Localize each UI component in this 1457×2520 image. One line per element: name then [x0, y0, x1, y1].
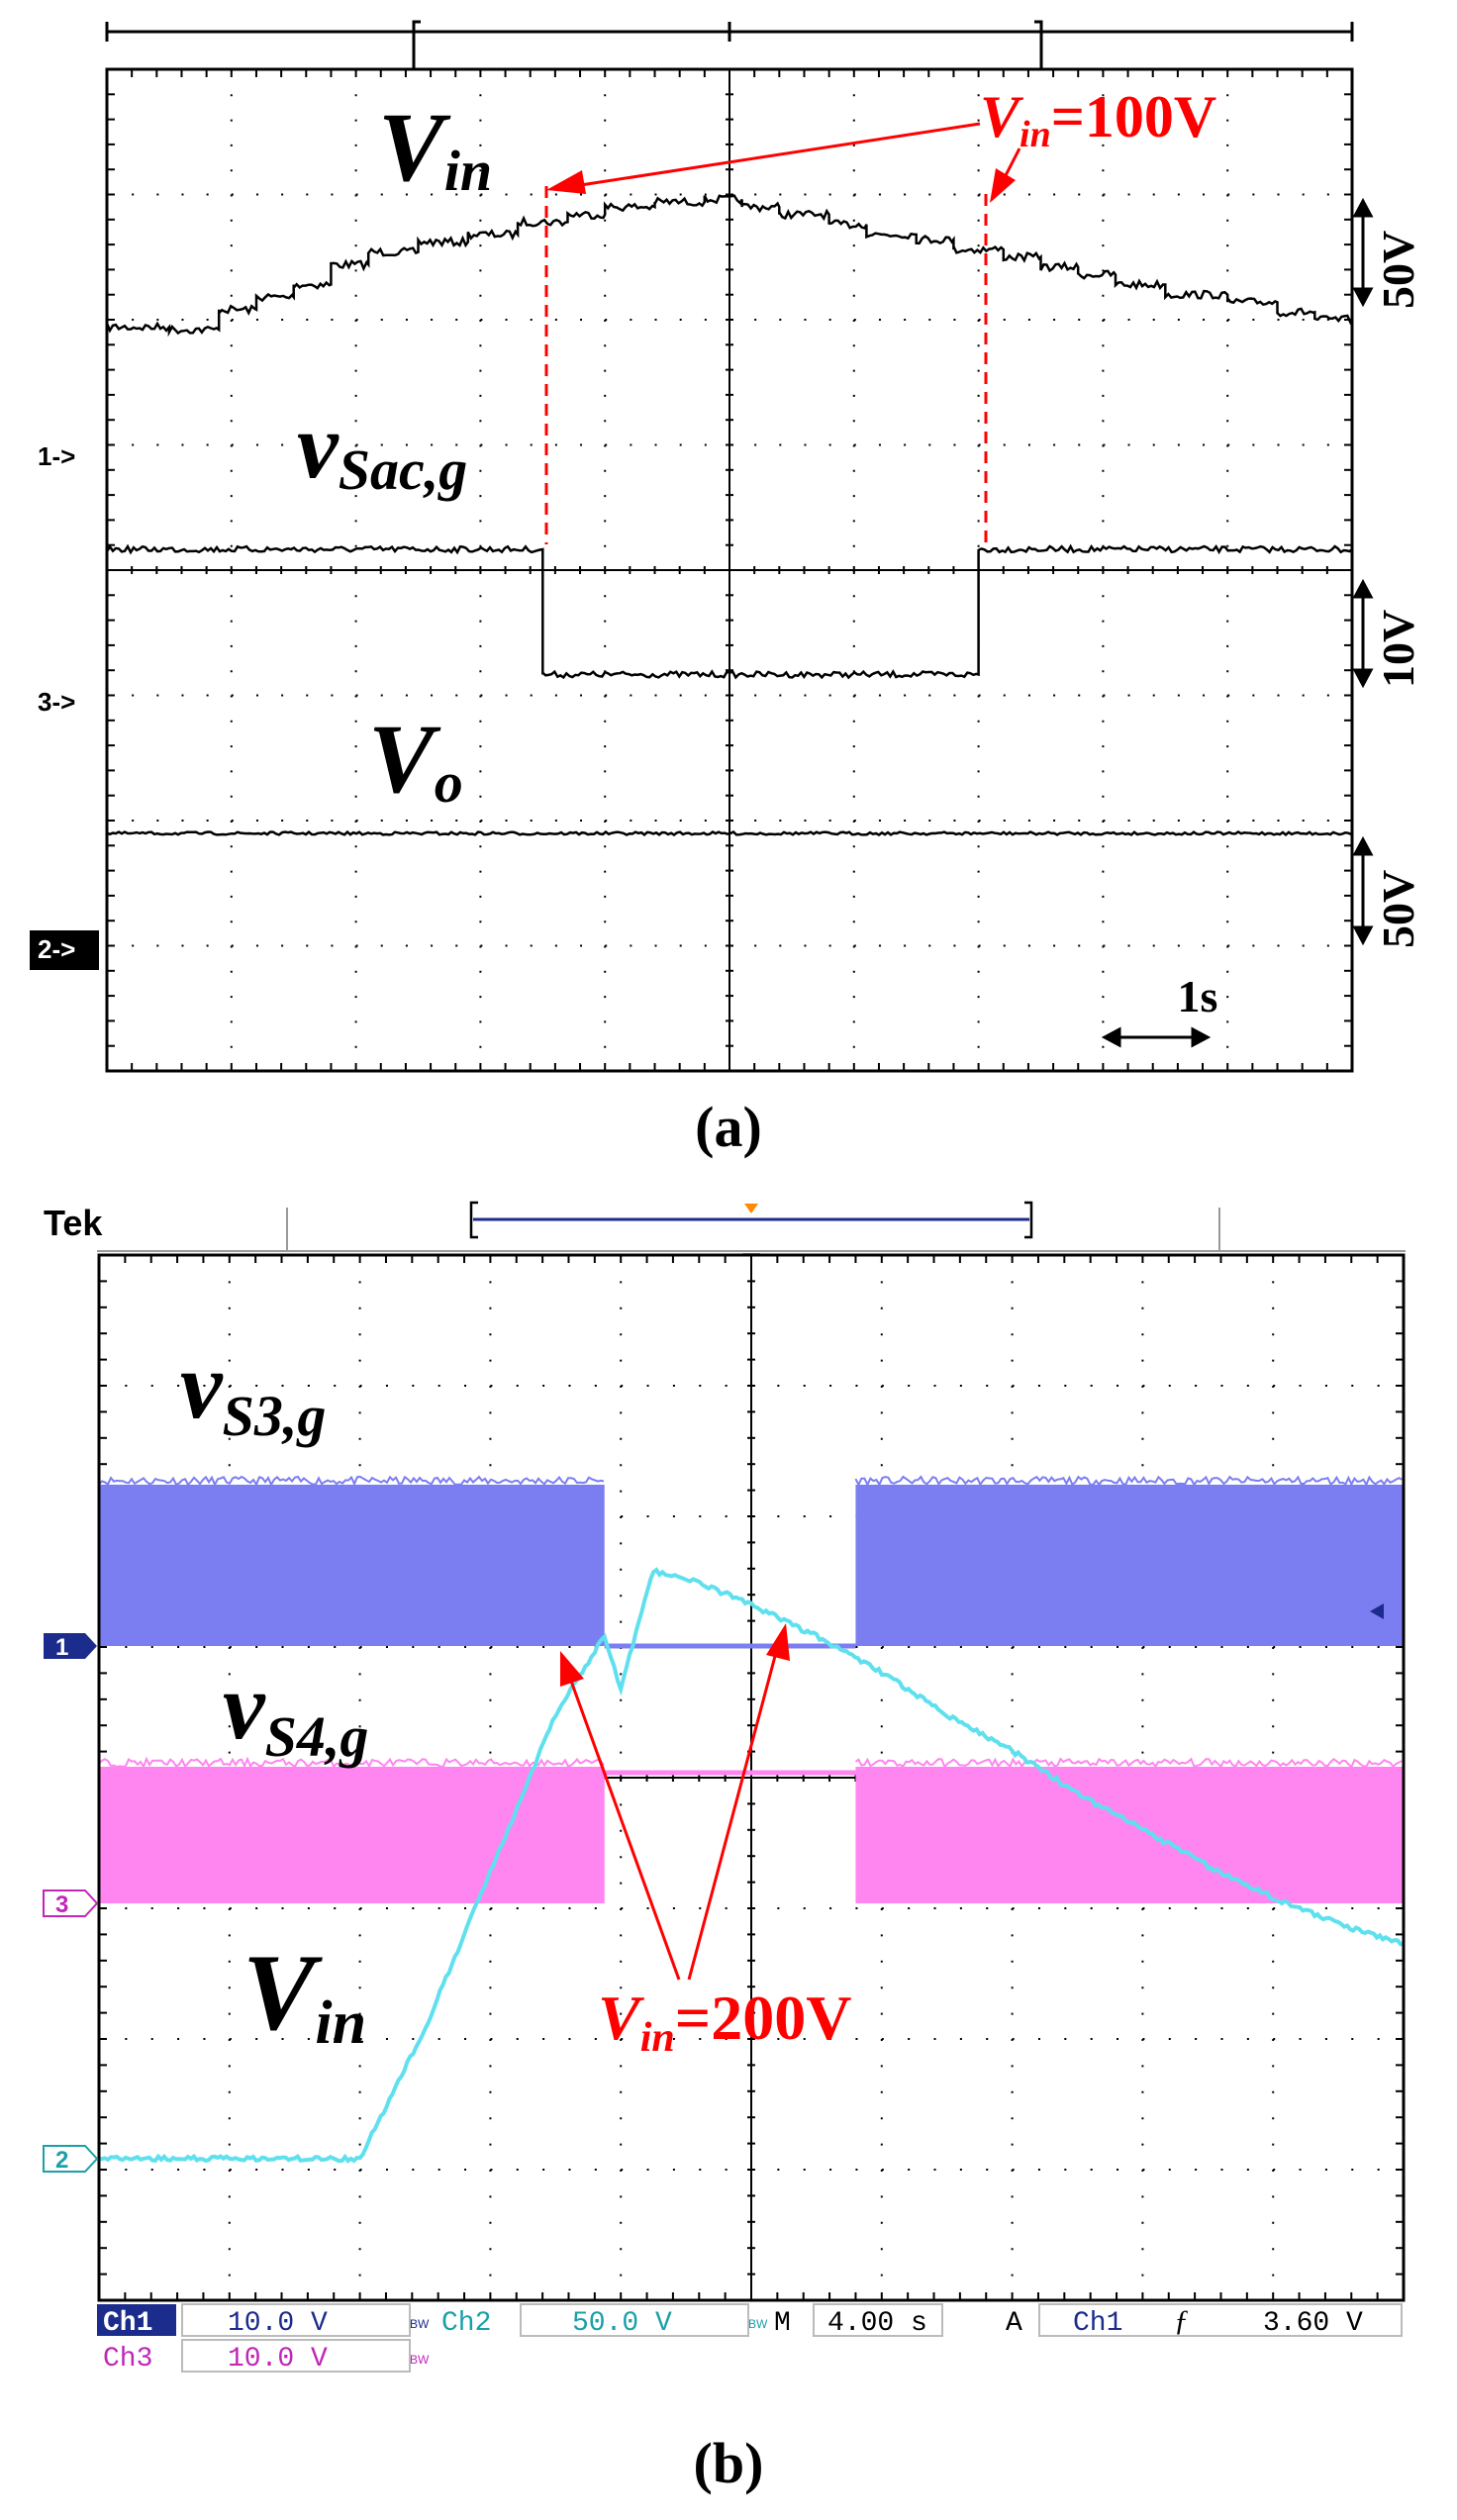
annotation-text-200v: Vin=200V [598, 1983, 851, 2061]
series-label-vin-a: Vin [378, 92, 492, 203]
scale-bar-50v-bottom: 50V [1352, 835, 1423, 948]
series-label-vsacg-a: vSac,g [297, 395, 467, 502]
annotation-vin-100v: Vin=100V [544, 84, 1216, 544]
status-ch3-bw: BW [410, 2353, 430, 2367]
traces-a [105, 194, 1354, 837]
plot-frame-a [105, 67, 1354, 1073]
status-ch1-bw: BW [410, 2317, 430, 2331]
svg-text:1: 1 [55, 1634, 68, 1661]
status-a-label: A [1006, 2308, 1022, 2339]
annotation-arrowhead-left [546, 170, 586, 194]
series-label-vo-a: Vo [368, 704, 463, 815]
trigger-level-marker [1370, 1603, 1384, 1619]
status-trigger-level: 3.60 V [1263, 2308, 1363, 2339]
trace-vo-a [106, 829, 1352, 837]
channel-marker-2-b: 2 [43, 2145, 99, 2174]
channel-marker-2-a: 2-> [38, 934, 75, 964]
scale-bar-50v-top: 50V [1352, 197, 1423, 309]
channel-marker-1-a: 1-> [38, 441, 75, 471]
channel-marker-2-bg-a [30, 930, 99, 970]
annotation-arrowhead-right [990, 168, 1016, 203]
series-label-vin-b: Vin [243, 1932, 366, 2057]
annotation-text-100v: Vin=100V [980, 84, 1216, 155]
status-ch1-label: Ch1 [103, 2308, 152, 2339]
status-ch1-box [97, 2304, 176, 2336]
svg-text:2: 2 [55, 2147, 68, 2174]
annotation-arrow-left [573, 122, 981, 188]
trace-vs3g-band-right-edge [854, 1475, 1403, 1488]
status-timebase: 4.00 s [827, 2308, 927, 2339]
trace-vs4g-band-left [99, 1767, 605, 1903]
panel-label-a: (a) [695, 1095, 762, 1159]
status-trigger-slope: ƒ [1174, 2304, 1189, 2337]
trace-vs3g-band-right [855, 1485, 1404, 1646]
plot-frame-b [97, 1253, 1406, 2302]
status-ch3-scale: 10.0 V [228, 2344, 328, 2375]
trace-vs4g-band-right [855, 1767, 1404, 1903]
status-ch3-label: Ch3 [103, 2344, 152, 2375]
scale-label-50v-bottom: 50V [1373, 870, 1423, 948]
scale-label-10v: 10V [1373, 610, 1423, 688]
trace-vs4g-band-left-edge [98, 1756, 605, 1770]
svg-text:3: 3 [55, 1891, 68, 1918]
top-bar-b [97, 1201, 1406, 1267]
panel-a: 1-> 3-> 2-> 50V 10V [0, 0, 1457, 1163]
scale-label-50v-top: 50V [1373, 231, 1423, 309]
series-label-vs3g: vS3,g [180, 1332, 326, 1448]
trace-vs4g-band-right-edge [854, 1757, 1403, 1769]
top-bracket-a [105, 20, 1354, 71]
status-trigger-source: Ch1 [1073, 2308, 1122, 2339]
series-label-vs4g: vS4,g [223, 1653, 368, 1769]
status-ch1-scale: 10.0 V [228, 2308, 328, 2339]
annotation-vin-200v: Vin=200V [560, 1623, 851, 2061]
channel-marker-3-a: 3-> [38, 687, 75, 717]
trace-vin-b [98, 1567, 1405, 2164]
time-scale-label: 1s [1178, 971, 1218, 1021]
status-ch2-bw: BW [748, 2317, 768, 2331]
panel-b: Tek 1 3 2 vS3,g vS4, [43, 1201, 1406, 2495]
channel-marker-1-b: 1 [44, 1633, 97, 1661]
status-ch2-label: Ch2 [441, 2308, 491, 2339]
status-m-label: M [774, 2308, 791, 2339]
status-bar: Ch1 10.0 V BW Ch2 50.0 V BW M 4.00 s A C… [97, 2303, 1406, 2375]
panel-label-b: (b) [694, 2431, 764, 2495]
trace-vs3g-band-left [99, 1485, 605, 1646]
channel-marker-3-b: 3 [43, 1890, 99, 1918]
status-ch2-scale: 50.0 V [572, 2308, 672, 2339]
scale-bar-10v: 10V [1352, 578, 1423, 689]
traces-b [98, 1475, 1405, 2164]
time-scale-a: 1s [1101, 971, 1218, 1048]
trace-vsacg-a [105, 543, 1353, 680]
brand-label: Tek [44, 1203, 103, 1243]
trace-vs3g-band-left-edge [98, 1475, 605, 1488]
trace-vin-a [105, 194, 1354, 338]
